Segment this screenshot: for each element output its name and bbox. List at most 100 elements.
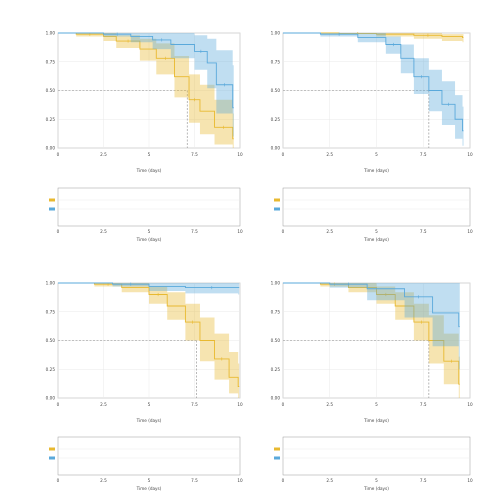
x-axis-label: Time (days) xyxy=(363,418,389,423)
risk-table-frame xyxy=(57,436,241,476)
km-panel-2: 0.00 0.25 0.50 0.75 1.00 0 2.5 5 7.5 10 Time (days… xyxy=(271,31,473,243)
risk-x-tick-label: 7.5 xyxy=(420,478,427,483)
risk-x-tick-label: 0 xyxy=(57,478,60,483)
y-tick-label: 0.25 xyxy=(46,367,56,372)
y-tick-label: 1.00 xyxy=(46,281,56,286)
confidence-band-series-1 xyxy=(283,283,460,398)
risk-x-tick-label: 5 xyxy=(375,478,378,483)
x-tick-label: 10 xyxy=(467,402,473,407)
x-tick-label: 10 xyxy=(237,152,243,157)
survival-curve-series-2 xyxy=(58,282,240,289)
x-tick-label: 0 xyxy=(282,152,285,157)
risk-x-axis-label: Time (days) xyxy=(136,237,162,242)
risk-table-frame xyxy=(282,436,471,476)
y-tick-label: 0.75 xyxy=(271,309,281,314)
y-tick-label: 0.00 xyxy=(46,396,56,401)
x-tick-label: 0 xyxy=(282,402,285,407)
risk-x-tick-label: 7.5 xyxy=(191,478,198,483)
y-tick-label: 0.75 xyxy=(271,59,281,64)
risk-x-tick-label: 0 xyxy=(282,229,285,234)
risk-x-tick-label: 2.5 xyxy=(326,478,333,483)
y-tick-label: 0.00 xyxy=(271,396,281,401)
risk-group-swatch xyxy=(274,456,280,460)
x-tick-label: 5 xyxy=(375,402,378,407)
y-tick-label: 1.00 xyxy=(271,31,281,36)
risk-x-tick-label: 5 xyxy=(375,229,378,234)
x-tick-label: 5 xyxy=(148,152,151,157)
risk-x-tick-label: 10 xyxy=(237,478,243,483)
y-tick-label: 1.00 xyxy=(271,281,281,286)
risk-table-frame xyxy=(57,187,241,227)
risk-x-tick-label: 2.5 xyxy=(326,229,333,234)
risk-x-tick-label: 0 xyxy=(57,229,60,234)
x-axis-label: Time (days) xyxy=(136,168,162,173)
risk-group-swatch xyxy=(49,447,55,451)
survival-curve-series-2 xyxy=(58,32,234,109)
risk-x-tick-label: 0 xyxy=(282,478,285,483)
risk-x-tick-label: 7.5 xyxy=(420,229,427,234)
risk-table: 0 2.5 5 7.5 10 Time (days) xyxy=(49,187,243,242)
confidence-band-series-2 xyxy=(58,283,240,295)
x-tick-label: 2.5 xyxy=(326,152,333,157)
risk-group-swatch xyxy=(49,207,55,211)
confidence-band-series-2 xyxy=(283,33,464,146)
x-tick-label: 2.5 xyxy=(326,402,333,407)
risk-table-frame xyxy=(282,187,471,227)
y-tick-label: 0.00 xyxy=(46,146,56,151)
km-panel-3: 0.00 0.25 0.50 0.75 1.00 0 2.5 5 7.5 10 Time (days… xyxy=(46,281,243,492)
x-tick-label: 7.5 xyxy=(420,402,427,407)
x-tick-label: 0 xyxy=(57,402,60,407)
risk-group-swatch xyxy=(274,447,280,451)
y-tick-label: 0.25 xyxy=(271,367,281,372)
confidence-band-series-1 xyxy=(58,33,234,148)
y-tick-label: 0.75 xyxy=(46,59,56,64)
survival-curve-series-2 xyxy=(283,282,460,328)
x-tick-label: 7.5 xyxy=(191,152,198,157)
x-axis-label: Time (days) xyxy=(363,168,389,173)
km-panel-4: 0.00 0.25 0.50 0.75 1.00 0 2.5 5 7.5 10 Time (days… xyxy=(271,281,473,492)
km-panel-1: 0.00 0.25 0.50 0.75 1.00 0 2.5 5 7.5 10 Time (days… xyxy=(46,31,243,243)
y-tick-label: 0.25 xyxy=(46,117,56,122)
risk-table: 0 2.5 5 7.5 10 Time (days) xyxy=(49,436,243,491)
risk-x-axis-label: Time (days) xyxy=(136,486,162,491)
risk-x-tick-label: 10 xyxy=(237,229,243,234)
confidence-band-series-1 xyxy=(58,283,240,398)
risk-x-axis-label: Time (days) xyxy=(363,486,389,491)
x-tick-label: 2.5 xyxy=(100,152,107,157)
risk-group-swatch xyxy=(274,198,280,202)
x-tick-label: 7.5 xyxy=(191,402,198,407)
risk-table: 0 2.5 5 7.5 10 Time (days) xyxy=(274,436,473,491)
y-tick-label: 0.50 xyxy=(271,88,281,93)
y-tick-label: 0.25 xyxy=(271,117,281,122)
y-tick-label: 0.50 xyxy=(271,338,281,343)
x-tick-label: 10 xyxy=(467,152,473,157)
x-tick-label: 0 xyxy=(57,152,60,157)
survival-curve-series-2 xyxy=(283,32,464,132)
risk-x-tick-label: 2.5 xyxy=(100,478,107,483)
risk-x-tick-label: 7.5 xyxy=(191,229,198,234)
risk-group-swatch xyxy=(274,207,280,211)
y-tick-label: 1.00 xyxy=(46,31,56,36)
risk-x-tick-label: 2.5 xyxy=(100,229,107,234)
y-tick-label: 0.75 xyxy=(46,309,56,314)
risk-group-swatch xyxy=(49,198,55,202)
risk-x-tick-label: 10 xyxy=(467,478,473,483)
y-tick-label: 0.50 xyxy=(46,88,56,93)
y-tick-label: 0.50 xyxy=(46,338,56,343)
risk-x-tick-label: 10 xyxy=(467,229,473,234)
survival-curve-series-1 xyxy=(58,282,240,387)
risk-x-tick-label: 5 xyxy=(148,229,151,234)
y-tick-label: 0.00 xyxy=(271,146,281,151)
risk-x-tick-label: 5 xyxy=(148,478,151,483)
x-tick-label: 10 xyxy=(237,402,243,407)
risk-x-axis-label: Time (days) xyxy=(363,237,389,242)
risk-table: 0 2.5 5 7.5 10 Time (days) xyxy=(274,187,473,242)
confidence-band-series-2 xyxy=(283,283,460,370)
confidence-band-series-2 xyxy=(58,33,234,137)
x-tick-label: 2.5 xyxy=(100,402,107,407)
x-tick-label: 5 xyxy=(148,402,151,407)
x-axis-label: Time (days) xyxy=(136,418,162,423)
x-tick-label: 5 xyxy=(375,152,378,157)
risk-group-swatch xyxy=(49,456,55,460)
